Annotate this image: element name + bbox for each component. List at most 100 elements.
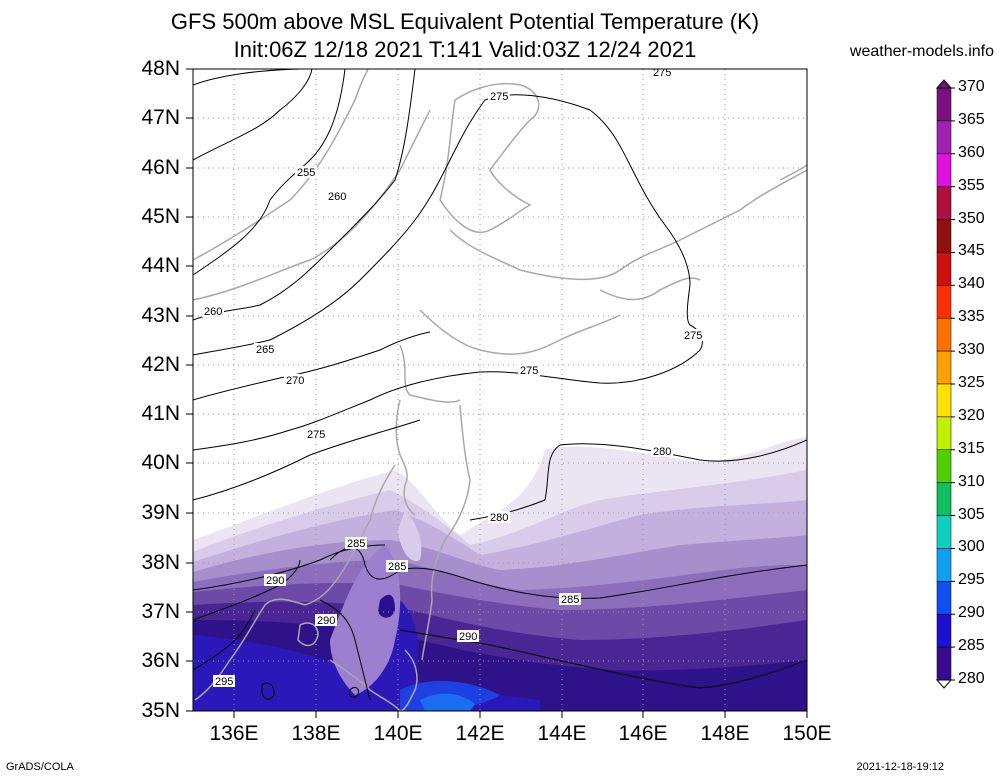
lat-label: 47N <box>141 106 180 129</box>
colorbar-swatch <box>936 186 952 220</box>
colorbar-swatch <box>936 646 952 681</box>
colorbar-swatch <box>936 482 952 516</box>
lat-label: 41N <box>141 402 180 425</box>
render-timestamp: 2021-12-18-19:12 <box>856 761 944 773</box>
contour-label: 275 <box>682 329 704 342</box>
lat-label: 43N <box>141 304 180 327</box>
software-credit: GrADS/COLA <box>6 761 74 773</box>
colorbar-label: 355 <box>958 176 985 194</box>
contour-label: 275 <box>651 66 673 79</box>
contour-label: 290 <box>264 574 286 587</box>
svg-text:295: 295 <box>215 676 233 688</box>
svg-text:285: 285 <box>347 538 365 550</box>
colorbar-swatch <box>936 87 952 122</box>
svg-text:265: 265 <box>256 344 274 356</box>
colorbar-swatch <box>936 317 952 352</box>
colorbar-swatch <box>936 449 952 483</box>
svg-text:275: 275 <box>520 365 538 377</box>
svg-text:275: 275 <box>490 91 508 103</box>
lon-label: 144E <box>537 722 587 745</box>
colorbar-swatch <box>936 383 952 418</box>
contour-label: 255 <box>295 166 317 179</box>
colorbar-swatch <box>936 285 952 319</box>
svg-text:280: 280 <box>653 446 671 458</box>
colorbar-min-arrow <box>935 679 953 689</box>
colorbar-swatch <box>936 252 952 286</box>
contour-label: 260 <box>326 190 348 203</box>
lon-label: 140E <box>373 722 423 745</box>
lat-label: 40N <box>141 451 180 474</box>
colorbar-swatch <box>936 548 952 582</box>
axis-ticks <box>186 68 808 718</box>
svg-text:290: 290 <box>317 615 335 627</box>
contour-label: 295 <box>213 675 235 688</box>
svg-text:270: 270 <box>286 375 304 387</box>
colorbar-label: 310 <box>958 472 985 490</box>
lon-label: 146E <box>618 722 668 745</box>
lon-label: 150E <box>782 722 832 745</box>
contour-label: 270 <box>284 374 306 387</box>
colorbar-swatch <box>936 613 952 648</box>
contour-label: 285 <box>345 537 367 550</box>
lat-label: 35N <box>141 699 180 722</box>
map-title: GFS 500m above MSL Equivalent Potential … <box>170 9 760 34</box>
lat-label: 36N <box>141 649 180 672</box>
lon-label: 136E <box>209 722 259 745</box>
lat-label: 48N <box>141 57 180 80</box>
svg-text:275: 275 <box>653 67 671 79</box>
contour-label: 275 <box>305 428 327 441</box>
lon-label: 138E <box>291 722 341 745</box>
colorbar-label: 305 <box>958 505 985 523</box>
svg-text:255: 255 <box>297 167 315 179</box>
svg-text:285: 285 <box>561 594 579 606</box>
lat-label: 37N <box>141 600 180 623</box>
lon-label: 142E <box>455 722 505 745</box>
svg-text:260: 260 <box>204 306 222 318</box>
contour-label: 265 <box>254 343 276 356</box>
colorbar-swatch <box>936 581 952 615</box>
colorbar-label: 280 <box>958 670 985 687</box>
contour-label-group: 255 260 260 265 270 275 275 275 275 275 … <box>202 66 704 688</box>
colorbar-label: 370 <box>958 78 985 95</box>
contour-label: 285 <box>559 593 581 606</box>
colorbar-max-arrow <box>935 79 953 89</box>
contour-label: 290 <box>315 614 337 627</box>
colorbar-label: 300 <box>958 538 985 556</box>
colorbar-label: 325 <box>958 374 985 391</box>
colorbar-label: 290 <box>958 604 985 622</box>
colorbar <box>935 79 955 689</box>
colorbar-label: 295 <box>958 571 985 589</box>
contour-label: 275 <box>488 90 510 103</box>
contour-label: 280 <box>651 445 673 458</box>
colorbar-swatch <box>936 515 952 549</box>
colorbar-label: 335 <box>958 308 985 326</box>
coastlines <box>193 69 807 711</box>
lon-label: 148E <box>700 722 750 745</box>
colorbar-label: 320 <box>958 406 985 424</box>
lat-label: 42N <box>141 353 180 376</box>
svg-text:280: 280 <box>490 512 508 524</box>
colorbar-swatch <box>936 120 952 155</box>
svg-text:290: 290 <box>459 631 477 643</box>
lat-label: 45N <box>141 205 180 228</box>
colorbar-label: 345 <box>958 242 985 260</box>
lat-label: 39N <box>141 501 180 524</box>
svg-text:275: 275 <box>307 429 325 441</box>
svg-text:275: 275 <box>684 330 702 342</box>
colorbar-label: 350 <box>958 209 985 227</box>
lat-label: 44N <box>141 254 180 277</box>
colorbar-label: 360 <box>958 143 985 161</box>
theta-e-field <box>193 437 807 711</box>
contour-label: 275 <box>518 364 540 377</box>
lat-label: 46N <box>141 156 180 179</box>
contour-label: 280 <box>488 511 510 524</box>
plot-frame <box>192 68 808 712</box>
contour-label: 285 <box>386 560 408 573</box>
lat-label: 38N <box>141 551 180 574</box>
svg-text:260: 260 <box>328 191 346 203</box>
map-subtitle: Init:06Z 12/18 2021 T:141 Valid:03Z 12/2… <box>233 37 697 62</box>
colorbar-label: 365 <box>958 110 985 128</box>
colorbar-label: 330 <box>958 341 985 359</box>
svg-text:290: 290 <box>266 575 284 587</box>
